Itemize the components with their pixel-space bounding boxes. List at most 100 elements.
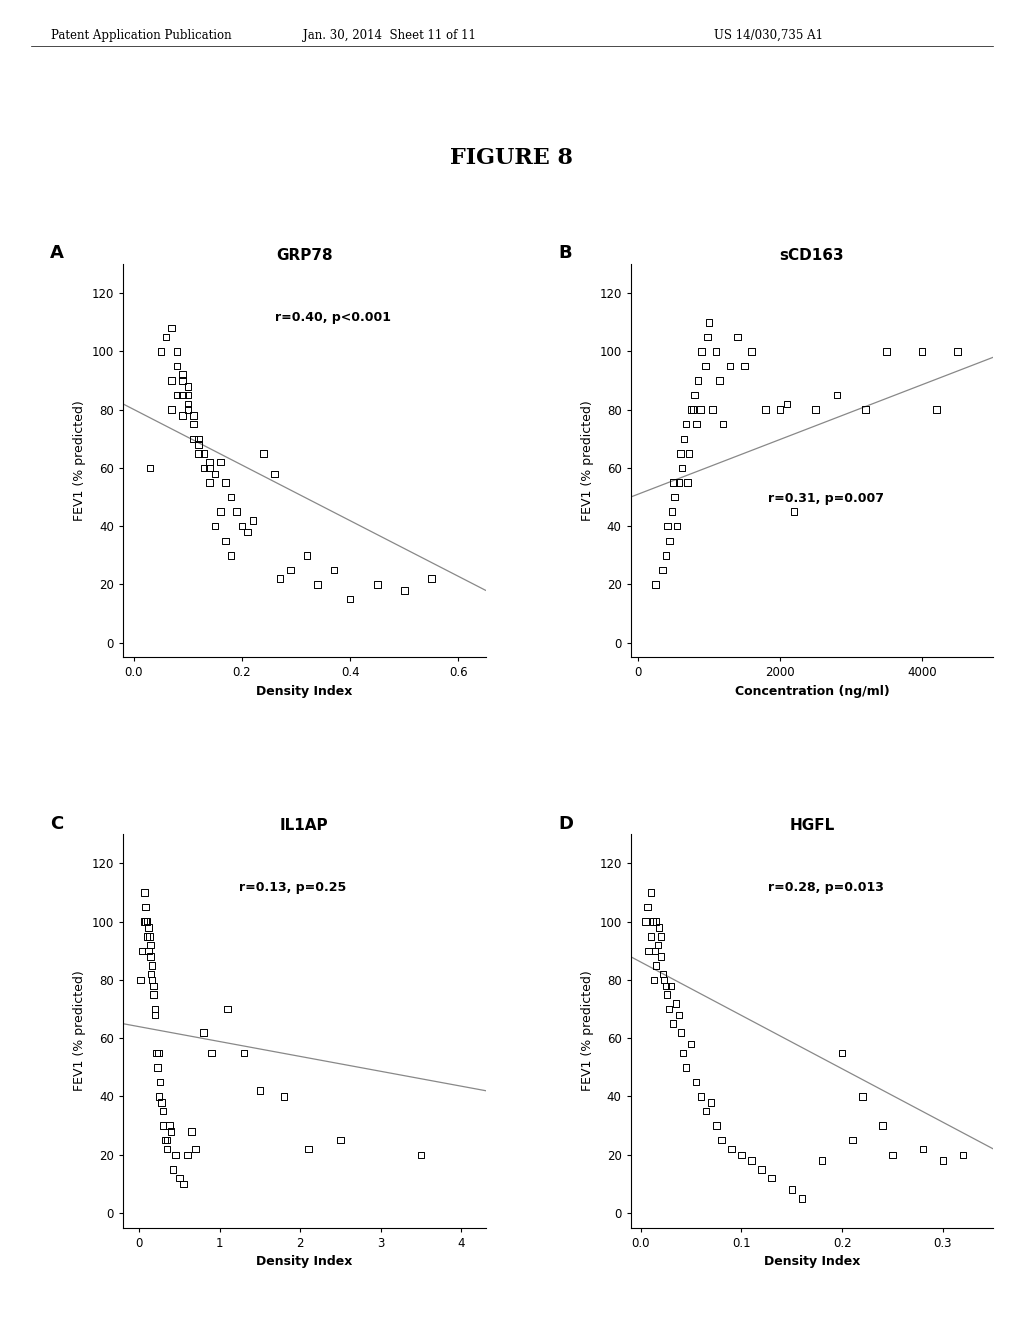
Point xyxy=(326,560,342,581)
Point xyxy=(678,1057,694,1078)
Point xyxy=(145,975,162,997)
Point xyxy=(879,341,895,362)
Point xyxy=(663,975,679,997)
Point xyxy=(396,579,413,601)
Point xyxy=(150,1057,166,1078)
Point xyxy=(169,355,185,376)
Point xyxy=(644,911,660,932)
Point xyxy=(647,574,664,595)
Point xyxy=(834,1043,850,1064)
Y-axis label: FEV1 (% predicted): FEV1 (% predicted) xyxy=(73,400,86,521)
Point xyxy=(245,510,261,531)
Point xyxy=(155,1101,171,1122)
Point xyxy=(158,326,174,347)
Point xyxy=(679,473,695,494)
Point xyxy=(233,516,250,537)
Point xyxy=(652,925,669,946)
Point xyxy=(140,917,157,939)
Point xyxy=(207,463,223,484)
Point xyxy=(413,1144,429,1166)
Point xyxy=(271,568,288,589)
Text: US 14/030,735 A1: US 14/030,735 A1 xyxy=(714,29,822,42)
Point xyxy=(666,473,682,494)
Point xyxy=(700,312,717,333)
Point xyxy=(159,1138,175,1159)
Point xyxy=(708,341,724,362)
Point xyxy=(139,925,156,946)
Point xyxy=(683,399,699,420)
Point xyxy=(683,1034,699,1055)
Point xyxy=(148,1043,165,1064)
Y-axis label: FEV1 (% predicted): FEV1 (% predicted) xyxy=(581,400,594,521)
Point xyxy=(143,964,160,985)
Point xyxy=(179,1144,196,1166)
Text: Jan. 30, 2014  Sheet 11 of 11: Jan. 30, 2014 Sheet 11 of 11 xyxy=(303,29,475,42)
Point xyxy=(202,457,218,478)
Point xyxy=(673,1022,689,1043)
Point xyxy=(669,516,685,537)
Point xyxy=(217,531,233,552)
Point xyxy=(693,341,710,362)
Point xyxy=(141,457,158,478)
Point xyxy=(159,1130,175,1151)
Point xyxy=(643,925,659,946)
Point xyxy=(698,1101,715,1122)
Point xyxy=(266,463,283,484)
Text: r=0.31, p=0.007: r=0.31, p=0.007 xyxy=(768,492,885,506)
Point xyxy=(667,487,683,508)
Point xyxy=(236,1043,252,1064)
Title: HGFL: HGFL xyxy=(790,818,835,833)
X-axis label: Density Index: Density Index xyxy=(764,1255,860,1269)
Point xyxy=(174,384,190,405)
Point xyxy=(228,502,245,523)
Point xyxy=(152,1072,168,1093)
Point xyxy=(857,399,873,420)
Point xyxy=(647,911,664,932)
Point xyxy=(657,975,674,997)
Point xyxy=(671,473,687,494)
Text: FIGURE 8: FIGURE 8 xyxy=(451,148,573,169)
Point xyxy=(142,946,159,968)
Point xyxy=(708,1115,724,1137)
Point xyxy=(874,1115,891,1137)
X-axis label: Density Index: Density Index xyxy=(256,1255,352,1269)
Point xyxy=(240,521,256,543)
Point xyxy=(212,502,228,523)
Point xyxy=(758,399,774,420)
Point xyxy=(165,1159,181,1180)
Point xyxy=(660,998,677,1019)
Point xyxy=(764,1167,780,1188)
Point xyxy=(207,516,223,537)
Point xyxy=(688,1072,705,1093)
Point xyxy=(217,473,233,494)
Point xyxy=(654,964,671,985)
Point xyxy=(814,1150,830,1171)
Point xyxy=(202,473,218,494)
Point xyxy=(794,1188,810,1209)
Point xyxy=(174,370,190,391)
Text: C: C xyxy=(50,814,63,833)
Point xyxy=(783,1179,800,1200)
Point xyxy=(712,370,728,391)
Y-axis label: FEV1 (% predicted): FEV1 (% predicted) xyxy=(581,970,594,1092)
Point xyxy=(650,917,667,939)
Point xyxy=(676,428,692,449)
Point xyxy=(844,1130,860,1151)
Point xyxy=(223,487,240,508)
Point xyxy=(643,882,659,903)
Point xyxy=(722,355,738,376)
Point xyxy=(369,574,385,595)
Point xyxy=(672,442,688,463)
Point xyxy=(654,560,671,581)
Title: IL1AP: IL1AP xyxy=(280,818,329,833)
Point xyxy=(652,946,669,968)
Point xyxy=(171,1167,187,1188)
Point xyxy=(164,318,180,339)
Text: D: D xyxy=(558,814,573,833)
Point xyxy=(699,326,716,347)
Point xyxy=(174,364,190,385)
Point xyxy=(212,451,228,473)
Point xyxy=(675,1043,691,1064)
Point xyxy=(157,1130,173,1151)
Point xyxy=(140,940,157,961)
